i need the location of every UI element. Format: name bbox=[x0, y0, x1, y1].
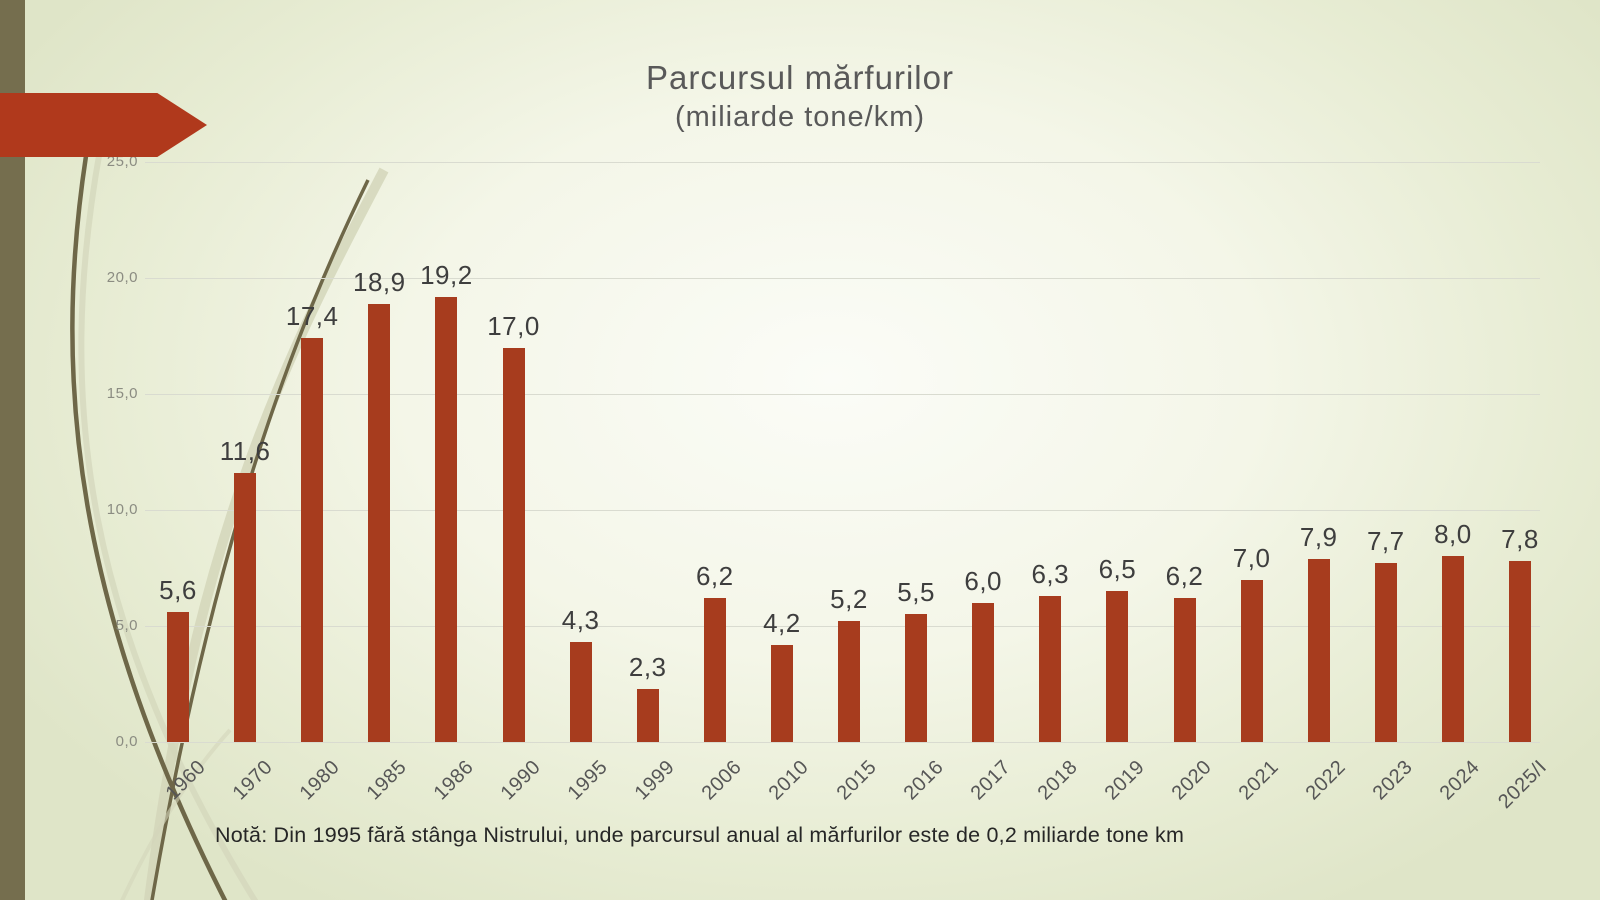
note-text: Notă: Din 1995 fără stânga Nistrului, un… bbox=[215, 823, 1185, 847]
chart-title-block: Parcursul mărfurilor (miliarde tone/km) bbox=[0, 56, 1600, 134]
bar-2018 bbox=[1039, 595, 1062, 742]
gridline bbox=[145, 741, 1540, 743]
bar-value-label: 7,9 bbox=[1299, 521, 1338, 552]
x-axis-label: 2020 bbox=[1167, 756, 1217, 805]
bar-2022 bbox=[1307, 558, 1330, 742]
bar-2010 bbox=[770, 644, 793, 742]
x-axis-label: 2021 bbox=[1234, 756, 1284, 805]
bar-2016 bbox=[905, 614, 928, 742]
bar-value-label: 5,6 bbox=[159, 575, 197, 606]
gridline bbox=[145, 509, 1540, 511]
bar-2025/I bbox=[1509, 561, 1531, 742]
chart-title: Parcursul mărfurilor bbox=[646, 59, 954, 96]
bar-value-label: 19,2 bbox=[420, 259, 473, 290]
x-axis-label: 2017 bbox=[966, 756, 1015, 805]
bar-value-label: 8,0 bbox=[1434, 519, 1472, 550]
bar-2020 bbox=[1173, 598, 1196, 742]
x-axis-label: 1980 bbox=[295, 756, 344, 805]
bar-value-label: 6,2 bbox=[1165, 561, 1204, 592]
bar-value-label: 2,3 bbox=[628, 651, 667, 682]
bar-value-label: 7,0 bbox=[1232, 542, 1271, 573]
bar-value-label: 6,5 bbox=[1098, 554, 1137, 585]
x-axis-label: 1960 bbox=[161, 756, 210, 805]
y-axis-label: 5,0 bbox=[115, 617, 138, 634]
bar-1980 bbox=[301, 338, 324, 742]
y-axis-label: 10,0 bbox=[106, 501, 138, 518]
gridline bbox=[145, 393, 1540, 395]
bar-value-label: 17,4 bbox=[285, 301, 339, 332]
gridline bbox=[145, 161, 1540, 163]
bar-value-label: 11,6 bbox=[219, 435, 271, 466]
x-axis-label: 2016 bbox=[899, 756, 948, 805]
bar-2021 bbox=[1240, 579, 1263, 742]
x-axis-label: 2025/I bbox=[1494, 756, 1552, 813]
gridline bbox=[145, 277, 1540, 279]
x-axis-label: 1986 bbox=[429, 756, 478, 805]
bar-1999 bbox=[636, 688, 659, 742]
x-axis-label: 1985 bbox=[362, 756, 411, 805]
bar-1985 bbox=[368, 303, 391, 742]
bar-value-label: 4,2 bbox=[763, 607, 801, 638]
x-axis-label: 2022 bbox=[1301, 756, 1351, 805]
bar-2023 bbox=[1374, 563, 1397, 742]
chart-subtitle: (miliarde tone/km) bbox=[674, 100, 926, 133]
x-axis-label: 2018 bbox=[1033, 756, 1082, 805]
x-axis-label: 1970 bbox=[228, 756, 277, 805]
bar-2015 bbox=[838, 621, 860, 742]
bar-1970 bbox=[234, 472, 257, 742]
bar-value-label: 6,2 bbox=[695, 561, 734, 592]
bar-1986 bbox=[435, 296, 458, 742]
bar-2019 bbox=[1106, 591, 1129, 742]
bar-value-label: 5,2 bbox=[830, 584, 868, 615]
bar-value-label: 6,3 bbox=[1031, 558, 1070, 589]
red-arrow-decoration bbox=[0, 93, 207, 157]
x-axis-label: 2023 bbox=[1368, 756, 1418, 805]
x-axis-label: 1995 bbox=[563, 756, 613, 805]
x-axis-label: 1999 bbox=[630, 756, 680, 805]
x-axis-label: 2024 bbox=[1436, 756, 1485, 805]
x-axis-label: 1990 bbox=[496, 756, 546, 805]
bar-1995 bbox=[569, 642, 592, 742]
bar-1960 bbox=[167, 612, 189, 742]
bar-2006 bbox=[703, 598, 726, 742]
y-axis-label: 0,0 bbox=[115, 733, 138, 750]
bar-2024 bbox=[1441, 556, 1464, 742]
x-axis-label: 2015 bbox=[832, 756, 881, 805]
bar-1990 bbox=[502, 347, 525, 742]
x-axis-label: 2010 bbox=[765, 756, 814, 805]
x-axis-label: 2019 bbox=[1100, 756, 1149, 805]
y-axis-label: 20,0 bbox=[106, 269, 138, 286]
bar-value-label: 7,7 bbox=[1366, 526, 1405, 557]
bar-value-label: 4,3 bbox=[561, 605, 600, 636]
bar-value-label: 7,8 bbox=[1501, 524, 1539, 555]
bar-value-label: 5,5 bbox=[897, 577, 935, 608]
x-axis-label: 2006 bbox=[697, 756, 747, 805]
y-axis-label: 15,0 bbox=[106, 385, 138, 402]
bar-value-label: 17,0 bbox=[487, 310, 540, 341]
bar-2017 bbox=[972, 602, 995, 742]
bar-value-label: 6,0 bbox=[964, 565, 1003, 596]
